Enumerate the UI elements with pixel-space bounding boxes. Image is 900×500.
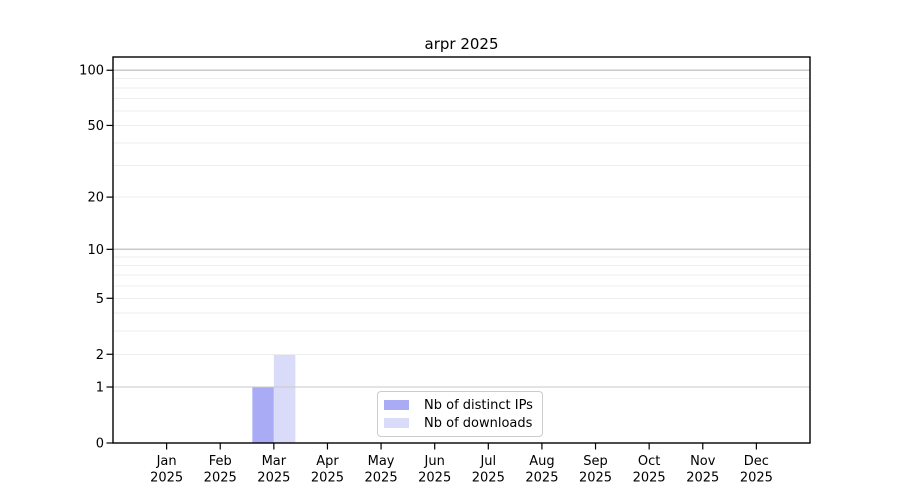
y-tick-label-50: 50	[87, 119, 104, 134]
x-tick-label-year-dec: 2025	[740, 471, 773, 486]
y-tick-label-20: 20	[87, 191, 104, 206]
y-tick-label-10: 10	[87, 243, 104, 258]
y-tick-label-0: 0	[96, 437, 104, 452]
x-tick-label-month-mar: Mar	[262, 454, 287, 469]
x-tick-label-month-jun: Jun	[424, 454, 445, 469]
bar-nb-of-downloads-mar	[273, 354, 296, 443]
x-tick-label-year-jun: 2025	[418, 471, 451, 486]
x-tick-label-month-apr: Apr	[316, 454, 339, 469]
x-tick-label-year-apr: 2025	[311, 471, 344, 486]
legend-item-distinct-ips: Nb of distinct IPs	[384, 396, 542, 414]
x-tick-label-year-aug: 2025	[525, 471, 558, 486]
y-tick-label-100: 100	[79, 64, 104, 79]
x-tick-label-month-sep: Sep	[583, 454, 608, 469]
x-tick-label-year-jul: 2025	[472, 471, 505, 486]
y-tick-label-1: 1	[96, 381, 104, 396]
x-tick-label-year-sep: 2025	[579, 471, 612, 486]
x-tick-label-month-may: May	[368, 454, 395, 469]
x-tick-label-month-oct: Oct	[638, 454, 660, 469]
legend-label-distinct-ips: Nb of distinct IPs	[424, 397, 533, 413]
legend-item-downloads: Nb of downloads	[384, 414, 542, 432]
x-tick-label-year-oct: 2025	[633, 471, 666, 486]
legend-swatch-distinct-ips	[384, 400, 409, 410]
x-tick-label-month-jan: Jan	[156, 454, 177, 469]
x-tick-label-year-feb: 2025	[204, 471, 237, 486]
x-tick-label-year-mar: 2025	[257, 471, 290, 486]
x-tick-label-year-jan: 2025	[150, 471, 183, 486]
plot-frame	[112, 56, 811, 444]
x-tick-label-month-jul: Jul	[479, 454, 496, 469]
y-tick-label-5: 5	[96, 292, 104, 307]
x-tick-label-year-may: 2025	[365, 471, 398, 486]
x-tick-label-month-dec: Dec	[744, 454, 769, 469]
bar-nb-of-distinct-ips-mar	[252, 387, 274, 443]
x-tick-label-month-feb: Feb	[209, 454, 232, 469]
x-tick-label-month-nov: Nov	[690, 454, 716, 469]
legend-swatch-downloads	[384, 418, 409, 428]
y-tick-label-2: 2	[96, 348, 104, 363]
x-tick-label-year-nov: 2025	[686, 471, 719, 486]
legend-label-downloads: Nb of downloads	[424, 415, 533, 431]
x-tick-label-month-aug: Aug	[529, 454, 554, 469]
chart-title: arpr 2025	[424, 35, 499, 53]
legend: Nb of distinct IPs Nb of downloads	[377, 391, 543, 437]
